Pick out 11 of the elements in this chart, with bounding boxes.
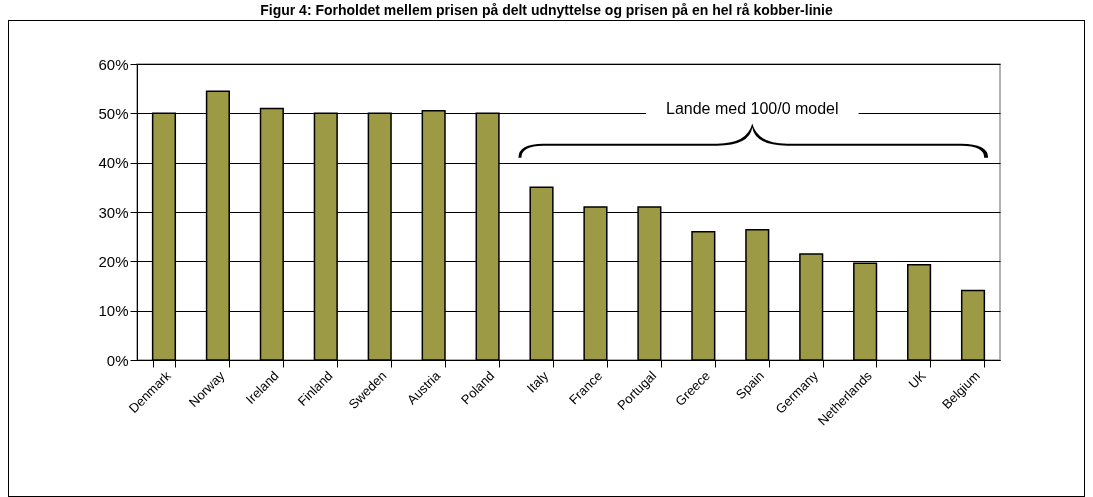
- annotation: Lande med 100/0 model: [665, 100, 839, 118]
- x-tick-label: Italy: [523, 367, 552, 396]
- y-tick-label: 10%: [98, 302, 129, 320]
- y-tick-label: 20%: [98, 252, 129, 270]
- y-tick-label: 30%: [98, 203, 129, 221]
- y-tick-label: 40%: [98, 154, 129, 172]
- y-tick-label: 60%: [98, 55, 129, 73]
- y-tick-label: 0%: [106, 351, 129, 369]
- x-tick-label: UK: [905, 367, 930, 392]
- chart-title: Figur 4: Forholdet mellem prisen på delt udnyttelse og prisen på en hel rå kobber-linie: [259, 2, 834, 18]
- y-tick-label: 50%: [98, 104, 129, 122]
